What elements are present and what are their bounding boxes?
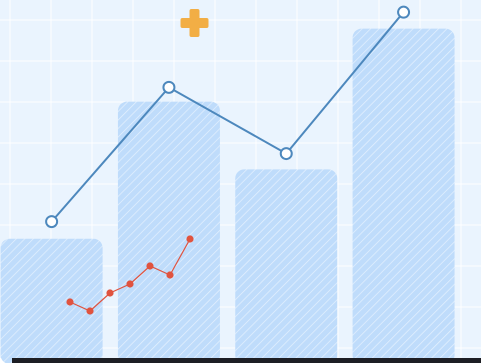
bar: [352, 28, 455, 363]
plus-icon: [180, 9, 209, 37]
line-series: [45, 5, 411, 229]
inset-point: [126, 280, 134, 288]
plus-icon-horizontal: [180, 18, 209, 28]
bar: [0, 238, 103, 363]
line-point: [397, 5, 411, 19]
inset-point: [186, 235, 194, 243]
inset-point: [166, 271, 174, 279]
bar: [235, 169, 338, 363]
inset-point: [106, 289, 114, 297]
inset-point: [146, 262, 154, 270]
inset-point: [86, 307, 94, 315]
x-axis-baseline: [12, 358, 481, 363]
bar: [117, 101, 220, 363]
series-line: [50, 11, 405, 223]
line-point: [279, 147, 293, 161]
bar-series: [0, 28, 455, 363]
inset-line-series: [66, 235, 194, 315]
line-point: [45, 215, 59, 229]
inset-point: [66, 298, 74, 306]
line-point: [162, 80, 176, 94]
